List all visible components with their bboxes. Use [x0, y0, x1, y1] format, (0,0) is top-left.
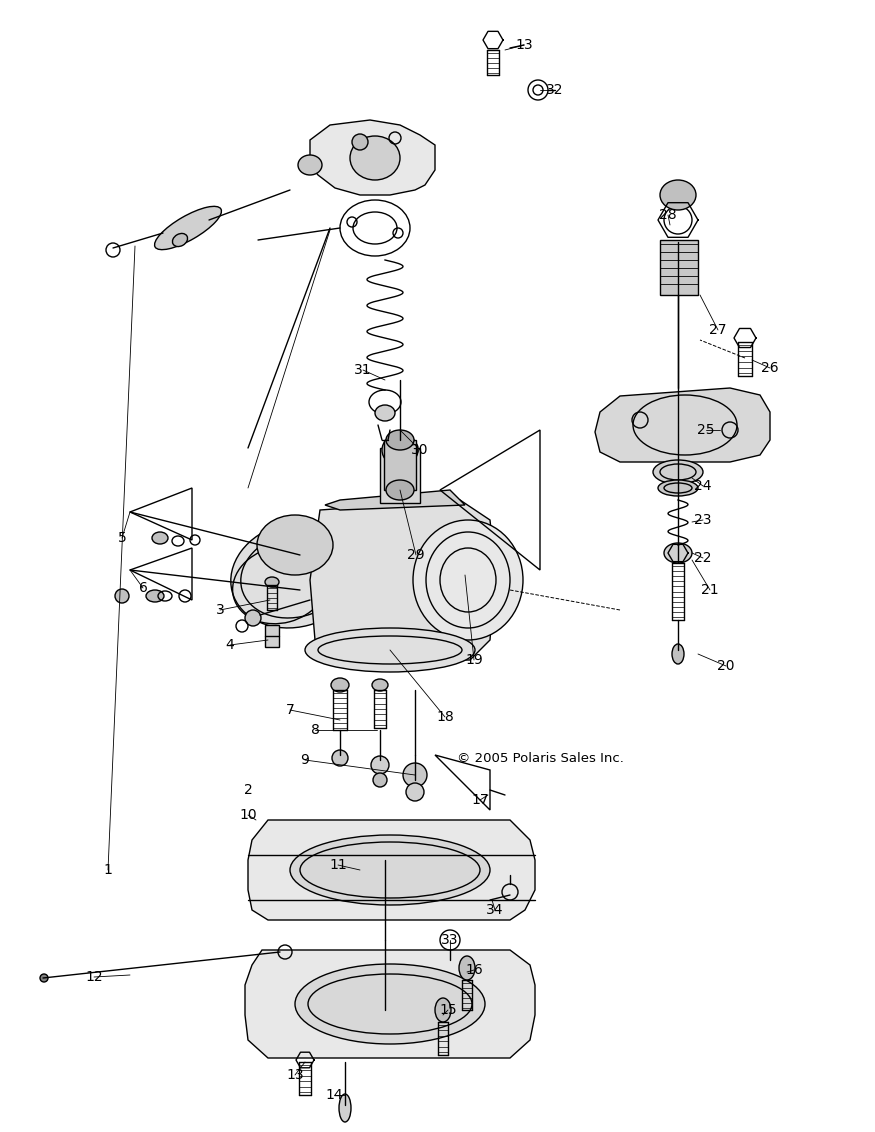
- Text: 17: 17: [472, 794, 489, 807]
- Ellipse shape: [375, 405, 395, 421]
- Bar: [384, 440, 416, 490]
- Ellipse shape: [146, 590, 164, 602]
- Text: 11: 11: [329, 858, 346, 872]
- Circle shape: [245, 610, 261, 626]
- Circle shape: [40, 974, 48, 981]
- Text: 10: 10: [239, 808, 257, 822]
- Bar: [380, 448, 420, 503]
- Polygon shape: [310, 120, 435, 195]
- Ellipse shape: [672, 644, 684, 664]
- Text: 5: 5: [117, 531, 126, 544]
- Ellipse shape: [339, 1094, 351, 1122]
- Text: 1: 1: [103, 863, 112, 877]
- Text: 34: 34: [487, 903, 504, 917]
- Text: 22: 22: [694, 551, 711, 565]
- Text: 2: 2: [243, 783, 252, 797]
- Text: 9: 9: [301, 753, 310, 767]
- Ellipse shape: [658, 480, 698, 496]
- Text: 16: 16: [466, 963, 483, 977]
- Text: 30: 30: [411, 443, 429, 457]
- Ellipse shape: [152, 532, 168, 544]
- Ellipse shape: [386, 480, 414, 500]
- Ellipse shape: [257, 515, 333, 575]
- Ellipse shape: [373, 773, 387, 787]
- Text: © 2005 Polaris Sales Inc.: © 2005 Polaris Sales Inc.: [457, 752, 623, 764]
- Text: 12: 12: [85, 970, 103, 984]
- Ellipse shape: [265, 577, 279, 588]
- Ellipse shape: [459, 957, 475, 980]
- Ellipse shape: [660, 180, 696, 211]
- Text: 6: 6: [138, 581, 147, 595]
- Circle shape: [352, 134, 368, 151]
- Ellipse shape: [403, 763, 427, 787]
- Ellipse shape: [295, 964, 485, 1044]
- Text: 26: 26: [761, 361, 779, 375]
- Text: 32: 32: [546, 83, 564, 97]
- Text: 21: 21: [701, 583, 719, 597]
- Text: 28: 28: [659, 208, 677, 222]
- Ellipse shape: [382, 434, 418, 466]
- Text: 13: 13: [515, 38, 533, 52]
- Text: 20: 20: [718, 659, 735, 674]
- Text: 31: 31: [354, 363, 372, 377]
- Text: 8: 8: [311, 723, 319, 737]
- Polygon shape: [248, 820, 535, 920]
- Text: 19: 19: [466, 653, 483, 667]
- Ellipse shape: [331, 678, 349, 692]
- Bar: [660, 240, 698, 295]
- Ellipse shape: [413, 520, 523, 640]
- Text: 4: 4: [226, 638, 234, 652]
- Ellipse shape: [350, 136, 400, 180]
- Text: 29: 29: [407, 548, 425, 561]
- Text: 7: 7: [285, 703, 294, 717]
- Polygon shape: [595, 388, 770, 462]
- Ellipse shape: [305, 628, 475, 672]
- Text: 14: 14: [326, 1088, 343, 1101]
- Text: 18: 18: [436, 710, 454, 724]
- Ellipse shape: [435, 998, 451, 1022]
- Text: 33: 33: [441, 933, 458, 947]
- Ellipse shape: [372, 679, 388, 691]
- Ellipse shape: [386, 430, 414, 451]
- Ellipse shape: [664, 543, 692, 563]
- Text: 15: 15: [439, 1003, 457, 1017]
- Ellipse shape: [653, 460, 703, 484]
- Text: 27: 27: [710, 323, 727, 337]
- Ellipse shape: [406, 783, 424, 801]
- Bar: [265, 625, 279, 648]
- Text: 23: 23: [694, 513, 711, 528]
- Ellipse shape: [231, 522, 360, 628]
- Text: 13: 13: [286, 1067, 304, 1082]
- Circle shape: [115, 589, 129, 603]
- Ellipse shape: [172, 233, 187, 247]
- Text: 25: 25: [697, 423, 715, 437]
- Ellipse shape: [332, 751, 348, 766]
- Polygon shape: [245, 950, 535, 1058]
- Text: 24: 24: [694, 479, 711, 494]
- Ellipse shape: [290, 835, 490, 904]
- Ellipse shape: [298, 155, 322, 175]
- Polygon shape: [310, 500, 495, 660]
- Polygon shape: [325, 490, 465, 511]
- Ellipse shape: [371, 756, 389, 774]
- Ellipse shape: [155, 206, 221, 250]
- Text: 3: 3: [215, 603, 224, 617]
